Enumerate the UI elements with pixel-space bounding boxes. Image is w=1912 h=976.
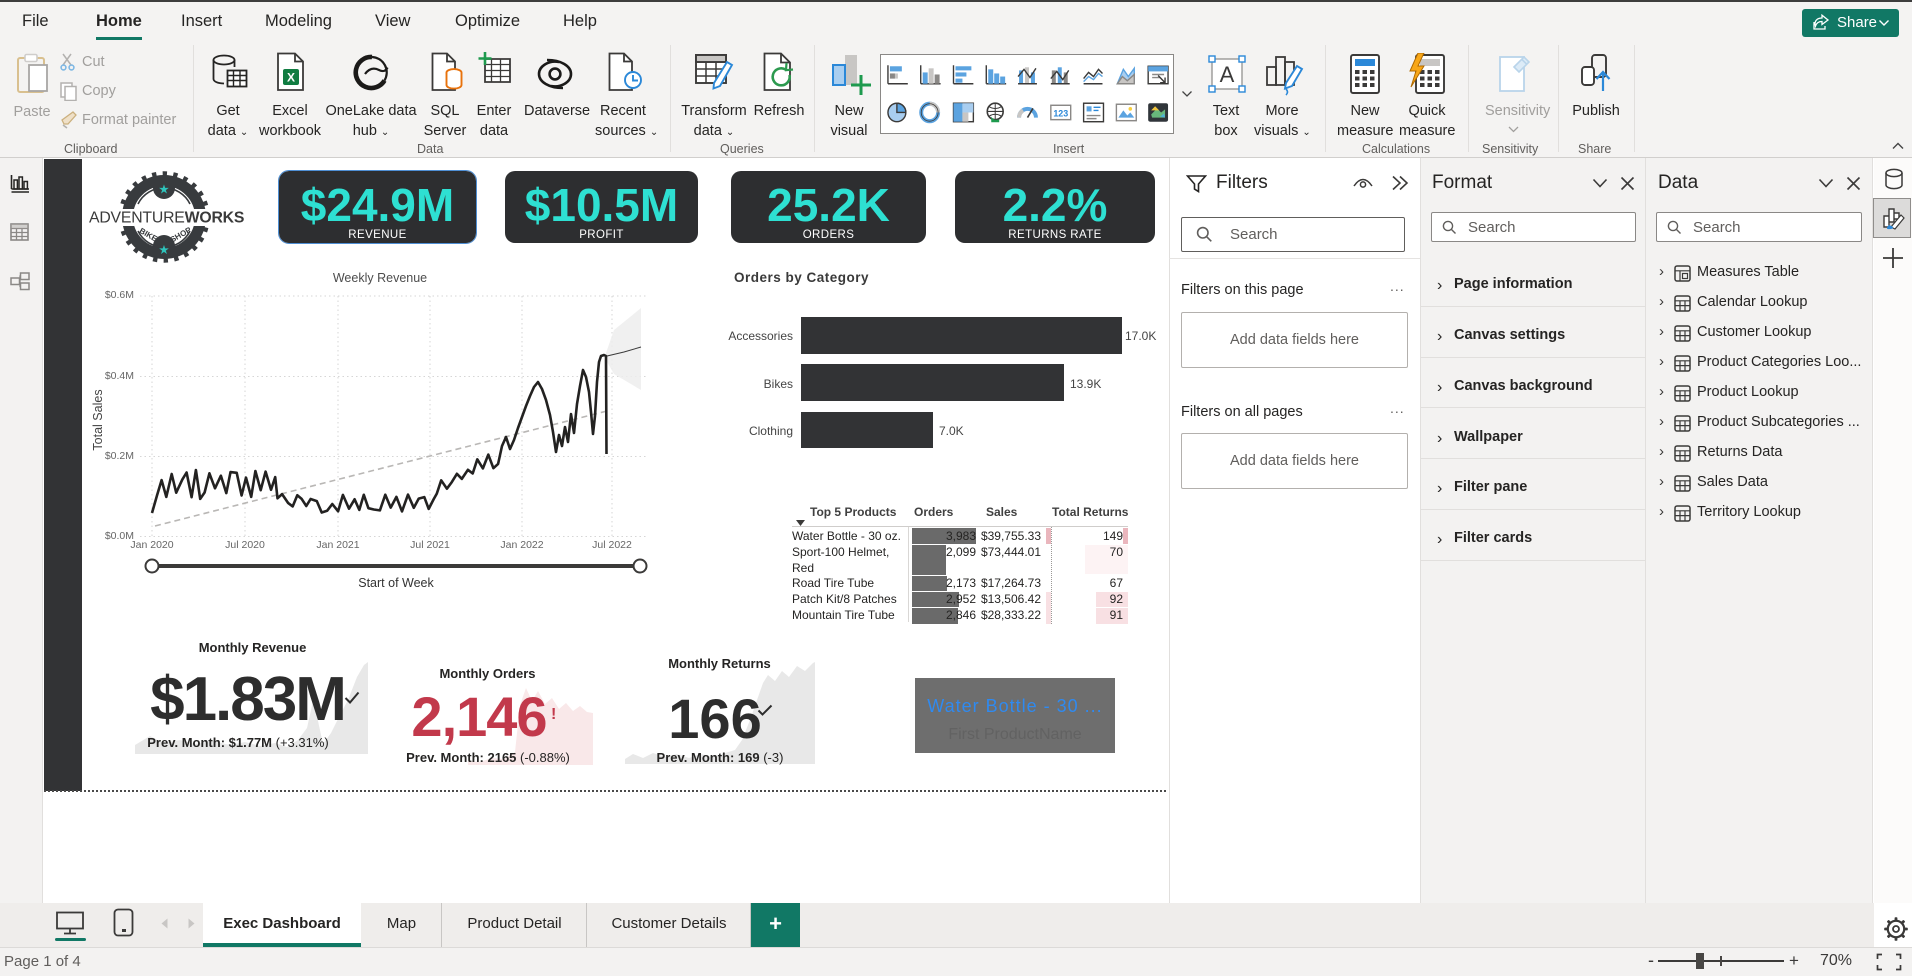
- svg-text:A: A: [1220, 62, 1235, 87]
- svg-text:X: X: [287, 71, 295, 85]
- svg-text:123: 123: [1053, 108, 1068, 118]
- svg-text:ADVENTUREWORKS: ADVENTUREWORKS: [89, 210, 244, 227]
- svg-text:★: ★: [158, 183, 169, 197]
- svg-text:★: ★: [158, 243, 169, 257]
